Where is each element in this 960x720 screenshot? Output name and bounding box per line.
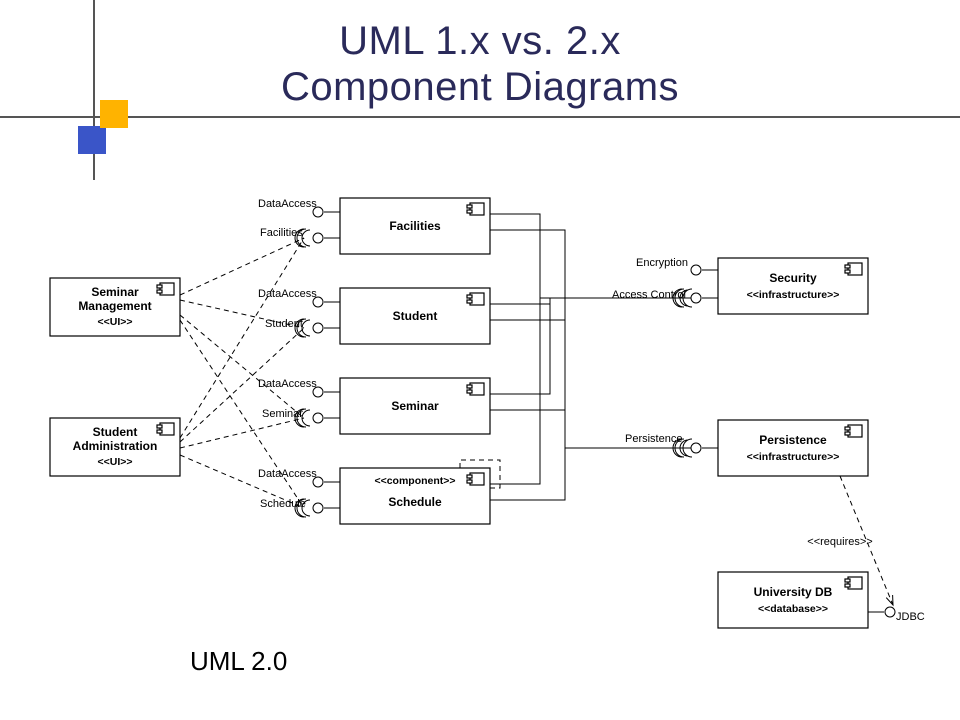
svg-text:Persistence: Persistence (759, 433, 827, 447)
svg-text:University DB: University DB (754, 585, 833, 599)
svg-text:<<UI>>: <<UI>> (97, 456, 132, 468)
svg-text:<<requires>>: <<requires>> (807, 536, 872, 548)
svg-text:<<component>>: <<component>> (374, 475, 455, 487)
svg-text:DataAccess: DataAccess (258, 468, 317, 480)
svg-text:<<database>>: <<database>> (758, 603, 828, 615)
svg-text:Security: Security (769, 271, 817, 285)
svg-text:DataAccess: DataAccess (258, 288, 317, 300)
svg-text:Seminar: Seminar (91, 285, 139, 299)
svg-text:Encryption: Encryption (636, 257, 688, 269)
svg-text:JDBC: JDBC (896, 611, 925, 623)
svg-text:Persistence: Persistence (625, 433, 682, 445)
svg-text:Management: Management (78, 299, 151, 313)
svg-text:Schedule: Schedule (388, 495, 442, 509)
svg-text:Administration: Administration (73, 439, 158, 453)
svg-text:Student: Student (93, 425, 138, 439)
svg-text:Schedule: Schedule (260, 498, 306, 510)
svg-text:<<infrastructure>>: <<infrastructure>> (747, 451, 840, 463)
svg-text:<<infrastructure>>: <<infrastructure>> (747, 289, 840, 301)
svg-text:DataAccess: DataAccess (258, 198, 317, 210)
svg-text:Facilities: Facilities (389, 219, 441, 233)
component-diagram: <<requires>>SeminarManagement<<UI>>Stude… (0, 0, 960, 720)
svg-text:<<UI>>: <<UI>> (97, 316, 132, 328)
svg-text:DataAccess: DataAccess (258, 378, 317, 390)
svg-text:Student: Student (393, 309, 438, 323)
svg-text:Seminar: Seminar (391, 399, 439, 413)
